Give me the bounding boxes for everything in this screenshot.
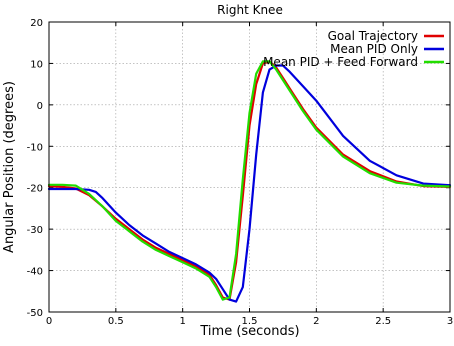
x-tick-label: 2 [313,316,319,327]
y-tick-label: 20 [30,18,43,29]
x-tick-label: 2.5 [375,316,391,327]
series-group [47,60,452,303]
x-tick-label: 0.5 [108,316,124,327]
y-axis-label: Angular Position (degrees) [2,81,17,253]
series-line-mean-pid-only [47,64,452,303]
x-tick-label: 0 [46,316,52,327]
plot-frame [48,21,451,313]
y-tick-label: 0 [37,101,43,112]
y-tick-label: -10 [27,142,43,153]
legend-label-goal-trajectory: Goal Trajectory [328,29,418,43]
y-tick-label: 10 [30,59,43,70]
chart-title: Right Knee [217,3,283,17]
y-tick-label: -30 [27,225,43,236]
x-tick-label: 3 [447,316,453,327]
y-tick-label: -20 [27,184,43,195]
x-axis-label: Time (seconds) [199,324,299,339]
legend-label-mean-pid-feed-forward: Mean PID + Feed Forward [263,55,418,69]
x-tick-label: 1 [179,316,185,327]
y-tick-label: -40 [27,267,43,278]
series-line-mean-pid-feed-forward [47,60,452,301]
legend-label-mean-pid-only: Mean PID Only [330,42,418,56]
axis-ticks: 0 0.5 1 1.5 2 2.5 3 -50 -40 -30 -20 -10 0 10 20 [27,18,454,327]
y-tick-label: -50 [27,308,43,319]
x-tick-label: 1.5 [242,316,258,327]
